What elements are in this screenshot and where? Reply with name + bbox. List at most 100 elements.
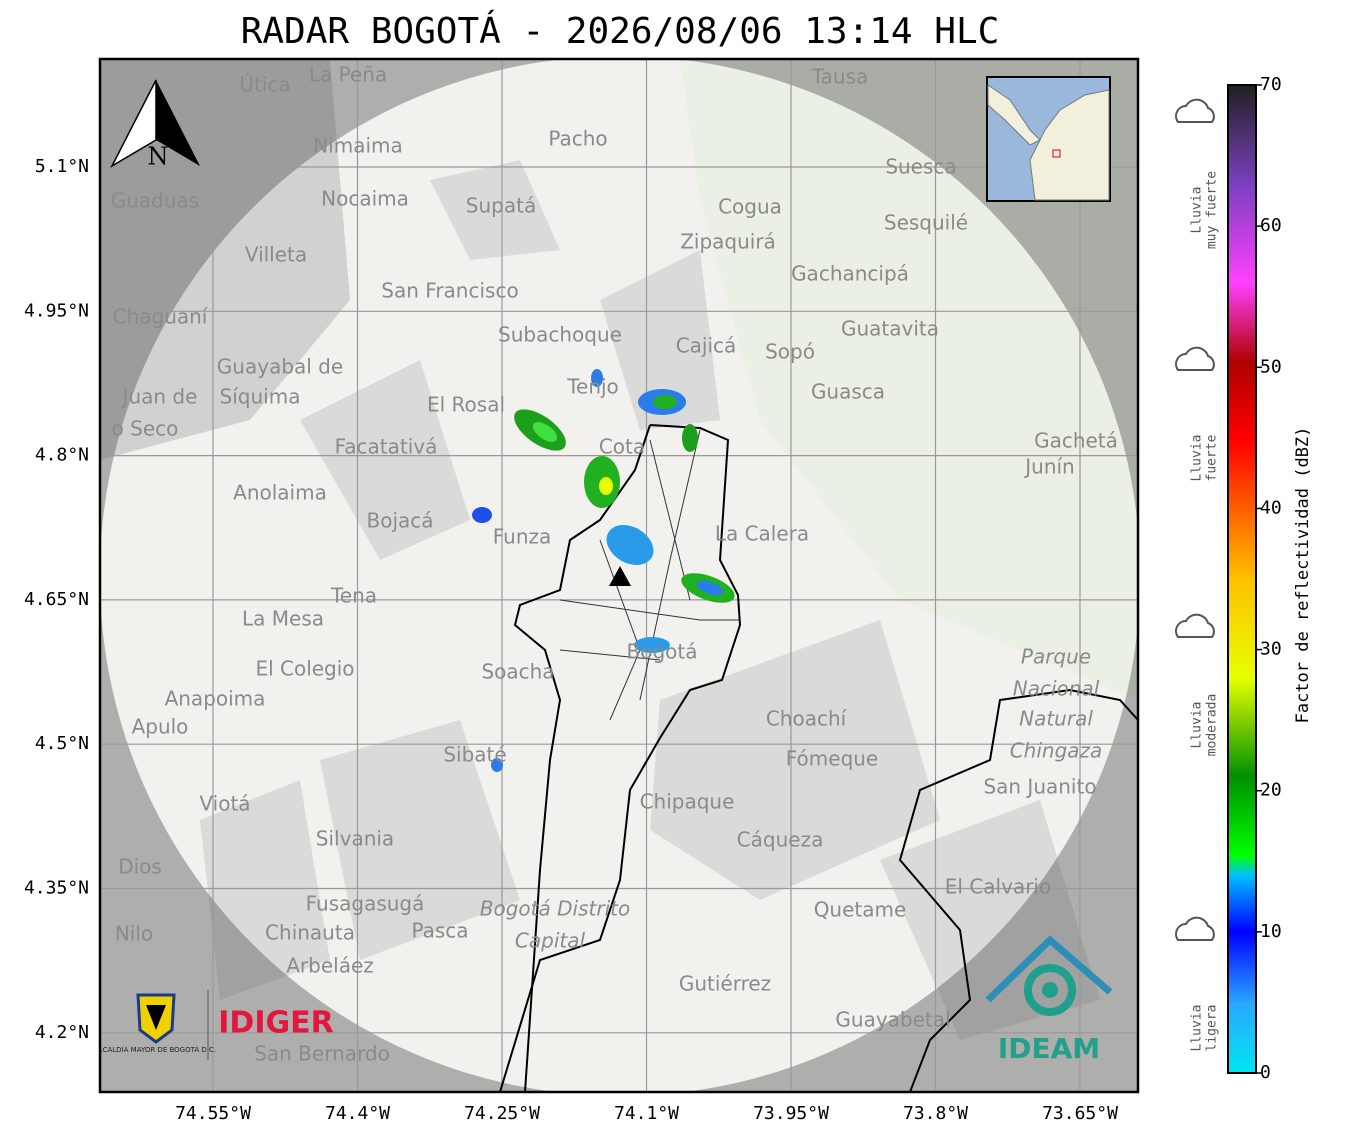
place-labels: La Peña Útica Tausa Pacho Nimaima Suesca Guadu… xyxy=(111,63,1118,1066)
north-label: N xyxy=(148,143,169,171)
map-area: La Peña Útica Tausa Pacho Nimaima Suesca Guadu… xyxy=(100,59,1138,1092)
legend-label: moderada xyxy=(1205,694,1220,757)
place-label: Zipaquirá xyxy=(680,230,776,254)
radar-echoes xyxy=(472,369,735,772)
radar-site xyxy=(609,566,631,586)
place-label: Guatavita xyxy=(841,317,939,341)
place-label: Chingaza xyxy=(1010,739,1103,763)
legend-label: Lluvia xyxy=(1190,435,1205,482)
place-label: Chipaque xyxy=(640,790,735,814)
place-label: Juan de xyxy=(121,385,198,409)
place-label: La Mesa xyxy=(242,607,324,631)
legend-label: ligera xyxy=(1205,1005,1220,1052)
place-label: Facatativá xyxy=(335,435,438,459)
ideam-label: IDEAM xyxy=(998,1032,1100,1065)
legend-label: Lluvia xyxy=(1190,702,1205,749)
legend-label: Lluvia xyxy=(1190,1005,1205,1052)
place-label: Quetame xyxy=(814,898,907,922)
lat-tick-label: 4.5°N xyxy=(35,733,89,754)
boundaries xyxy=(499,424,1138,1092)
place-label: Junín xyxy=(1023,455,1074,479)
place-label: Guayabetal xyxy=(835,1008,950,1032)
place-label: Gachetá xyxy=(1034,429,1118,453)
place-label: Choachí xyxy=(766,707,848,731)
legend-label: fuerte xyxy=(1205,434,1220,481)
place-label: Parque xyxy=(1021,645,1091,669)
idiger-label: IDIGER xyxy=(218,1006,333,1041)
place-label: Cajicá xyxy=(676,334,737,358)
logo-alcaldia: ALCALDÍA MAYOR DE BOGOTÁ D.C. IDIGER xyxy=(100,990,334,1060)
lat-tick-label: 4.8°N xyxy=(35,445,89,466)
colorbar-tick-label: 0 xyxy=(1260,1062,1271,1083)
colorbar-label: Factor de reflectividad (dBZ) xyxy=(1293,427,1313,724)
title: RADAR BOGOTÁ - 2026/08/06 13:14 HLC xyxy=(241,10,1000,52)
place-label: Nocaima xyxy=(321,187,409,211)
place-label: Bojacá xyxy=(366,509,433,533)
place-label: Natural xyxy=(1019,707,1093,731)
legend-label: Lluvia xyxy=(1190,187,1205,234)
terrain xyxy=(200,160,1100,1040)
place-label: Nacional xyxy=(1013,677,1100,701)
place-label: Sibaté xyxy=(443,743,506,767)
lon-tick-label: 73.8°W xyxy=(903,1103,968,1124)
place-label: Subachoque xyxy=(498,323,622,347)
inset-map xyxy=(986,76,1111,202)
colorbar-tick-label: 50 xyxy=(1260,356,1282,377)
place-label: Guayabal de xyxy=(217,355,343,379)
place-label: Arbeláez xyxy=(286,954,374,978)
colorbar-tick-label: 20 xyxy=(1260,780,1282,801)
place-label: Dios xyxy=(118,855,162,879)
colorbar-tick-label: 40 xyxy=(1260,497,1282,518)
place-label: Funza xyxy=(493,525,552,549)
place-label: El Calvario xyxy=(945,875,1051,899)
place-label: Chinauta xyxy=(265,921,355,945)
weather-icon xyxy=(1175,613,1215,638)
place-label: Tena xyxy=(330,584,377,608)
place-label: Sesquilé xyxy=(884,211,968,235)
weather-icon xyxy=(1175,346,1215,371)
place-label: Síquima xyxy=(220,385,301,409)
place-label: San Juanito xyxy=(983,775,1096,799)
colorbar-ticks: 0 10 20 30 40 50 60 70 xyxy=(1256,74,1282,1083)
place-label: Anapoima xyxy=(165,687,266,711)
place-label: Cogua xyxy=(718,195,782,219)
lon-tick-label: 74.4°W xyxy=(325,1103,390,1124)
axis-ticks: 5.1°N 4.95°N 4.8°N 4.65°N 4.5°N 4.35°N 4.2°N 74… xyxy=(24,156,1118,1124)
place-label: o Seco xyxy=(112,417,179,441)
legend-label: muy fuerte xyxy=(1205,171,1220,249)
place-label: Útica xyxy=(239,73,290,97)
place-label: Suesca xyxy=(885,155,956,179)
lon-tick-label: 74.1°W xyxy=(614,1103,679,1124)
place-label: San Bernardo xyxy=(254,1042,390,1066)
weather-icon xyxy=(1175,98,1215,123)
place-label: Cáqueza xyxy=(737,828,824,852)
lon-tick-label: 74.25°W xyxy=(464,1103,540,1124)
lon-tick-label: 73.65°W xyxy=(1042,1103,1118,1124)
lat-tick-label: 4.95°N xyxy=(24,300,89,321)
place-label: Guaduas xyxy=(111,189,199,213)
place-label: Villeta xyxy=(245,243,307,267)
place-label: Bogotá Distrito xyxy=(480,897,630,921)
place-label: La Peña xyxy=(309,63,387,87)
weather-icon xyxy=(1175,916,1215,941)
lon-tick-label: 73.95°W xyxy=(753,1103,829,1124)
colorbar-tick-label: 70 xyxy=(1260,74,1282,95)
place-label: Cota xyxy=(599,435,645,459)
place-label: Apulo xyxy=(132,715,189,739)
place-label: Viotá xyxy=(199,792,250,816)
lat-tick-label: 4.2°N xyxy=(35,1022,89,1043)
place-label: Fusagasugá xyxy=(306,892,425,916)
logo-ideam: IDEAM xyxy=(985,935,1113,1065)
place-label: Soacha xyxy=(481,660,554,684)
place-label: San Francisco xyxy=(381,279,518,303)
lat-tick-label: 4.35°N xyxy=(24,878,89,899)
lat-tick-label: 5.1°N xyxy=(35,156,89,177)
place-label: Gachancipá xyxy=(791,262,909,286)
lon-tick-label: 74.55°W xyxy=(175,1103,251,1124)
graticule xyxy=(100,59,1138,1092)
place-label: Pasca xyxy=(411,919,468,943)
place-label: Anolaima xyxy=(233,481,327,505)
